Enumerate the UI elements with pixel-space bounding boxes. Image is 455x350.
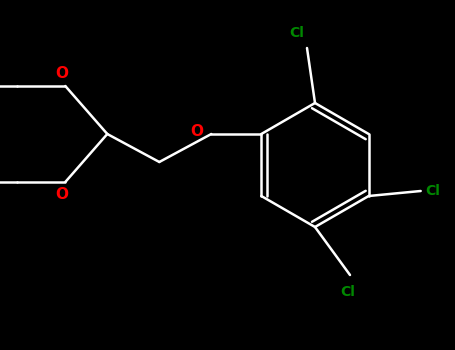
Text: Cl: Cl — [289, 26, 304, 40]
Text: O: O — [190, 124, 203, 139]
Text: O: O — [55, 187, 68, 202]
Text: O: O — [55, 66, 68, 81]
Text: Cl: Cl — [426, 184, 440, 198]
Text: Cl: Cl — [340, 285, 355, 299]
